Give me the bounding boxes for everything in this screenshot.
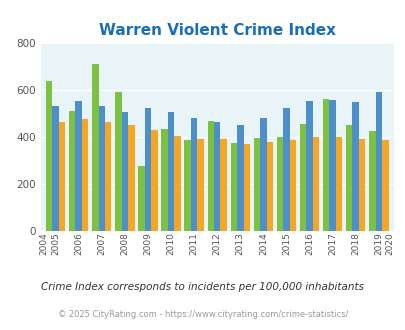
Bar <box>128 125 134 231</box>
Bar <box>375 92 381 231</box>
Text: Crime Index corresponds to incidents per 100,000 inhabitants: Crime Index corresponds to incidents per… <box>41 282 364 292</box>
Bar <box>289 141 295 231</box>
Bar <box>237 125 243 231</box>
Bar <box>174 136 180 231</box>
Text: © 2025 CityRating.com - https://www.cityrating.com/crime-statistics/: © 2025 CityRating.com - https://www.city… <box>58 310 347 319</box>
Bar <box>381 141 388 231</box>
Bar <box>46 81 52 231</box>
Bar <box>207 121 213 231</box>
Bar <box>161 129 167 231</box>
Bar <box>368 131 375 231</box>
Bar <box>105 122 111 231</box>
Bar <box>328 100 335 231</box>
Bar <box>184 140 190 231</box>
Bar <box>230 143 237 231</box>
Bar <box>144 108 151 231</box>
Bar <box>92 64 98 231</box>
Bar <box>322 99 328 231</box>
Bar <box>197 139 203 231</box>
Bar <box>276 137 283 231</box>
Bar <box>213 122 220 231</box>
Bar <box>167 112 174 231</box>
Bar <box>75 101 82 231</box>
Bar <box>151 130 157 231</box>
Bar <box>115 92 122 231</box>
Bar <box>138 166 144 231</box>
Bar <box>52 106 59 231</box>
Bar <box>299 124 305 231</box>
Bar <box>312 137 318 231</box>
Bar <box>266 142 273 231</box>
Bar <box>98 106 105 231</box>
Bar <box>69 111 75 231</box>
Bar <box>220 139 226 231</box>
Bar <box>305 101 312 231</box>
Bar <box>283 108 289 231</box>
Bar <box>345 125 352 231</box>
Bar <box>260 118 266 231</box>
Bar <box>358 139 364 231</box>
Bar <box>335 137 341 231</box>
Bar <box>243 145 249 231</box>
Bar <box>82 119 88 231</box>
Bar <box>59 122 65 231</box>
Bar <box>253 138 260 231</box>
Bar <box>122 112 128 231</box>
Bar <box>352 102 358 231</box>
Title: Warren Violent Crime Index: Warren Violent Crime Index <box>98 22 335 38</box>
Bar <box>190 118 197 231</box>
